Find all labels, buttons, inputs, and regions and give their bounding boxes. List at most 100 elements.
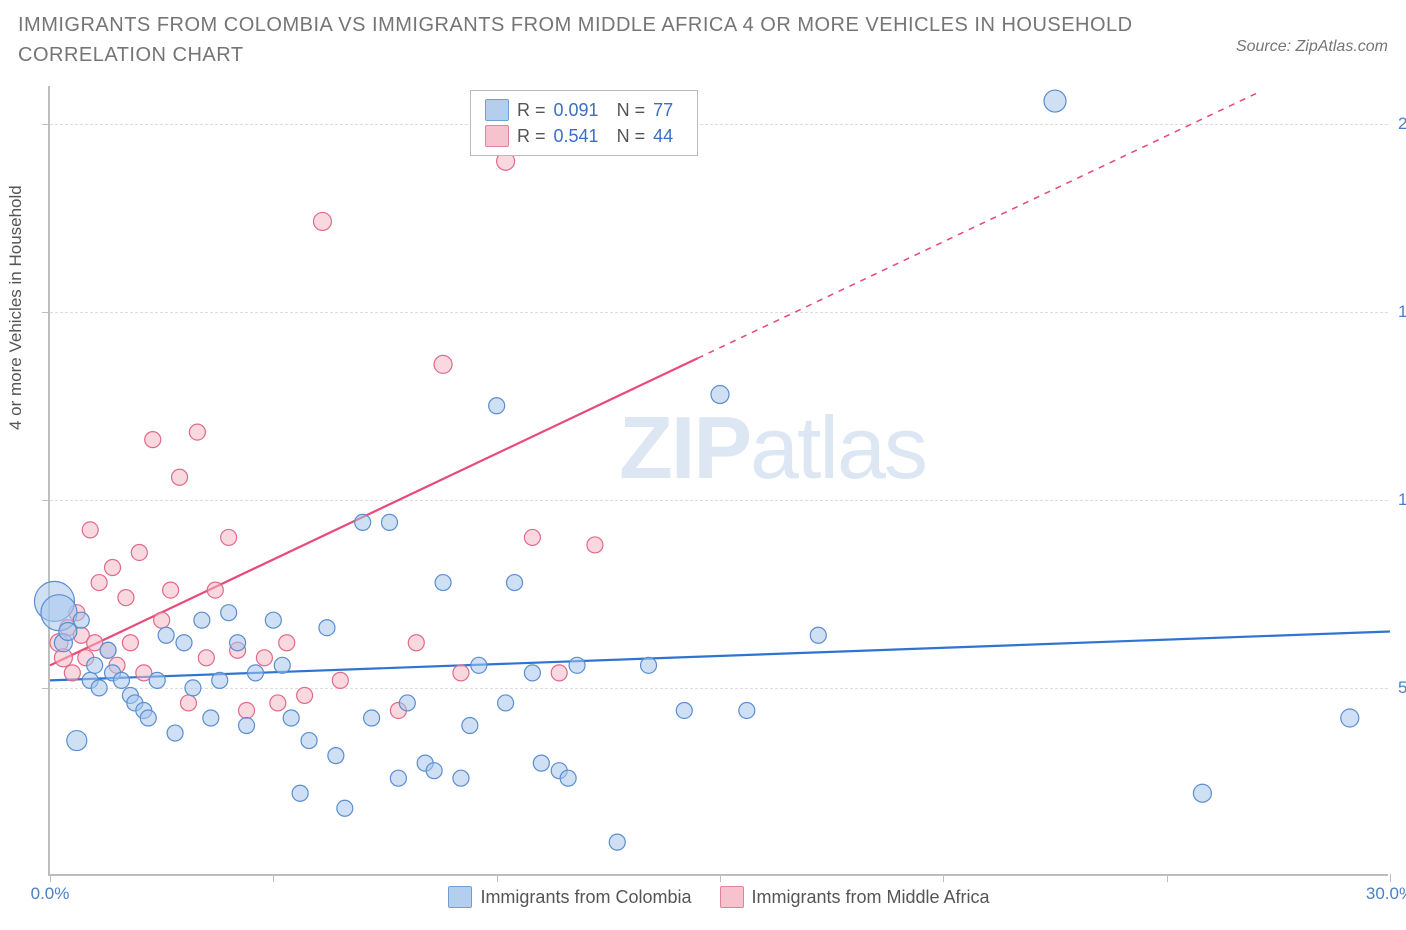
x-tick (497, 874, 498, 882)
n-label: N = (617, 126, 646, 147)
swatch-colombia (448, 886, 472, 908)
data-point (810, 627, 826, 643)
x-tick (273, 874, 274, 882)
data-point (435, 575, 451, 591)
data-point (221, 529, 237, 545)
data-point (221, 605, 237, 621)
y-tick-label: 10.0% (1398, 490, 1406, 510)
data-point (711, 385, 729, 403)
data-point (426, 763, 442, 779)
data-point (73, 612, 89, 628)
data-point (256, 650, 272, 666)
data-point (301, 733, 317, 749)
data-point (247, 665, 263, 681)
data-point (434, 355, 452, 373)
legend-label-colombia: Immigrants from Colombia (480, 887, 691, 908)
data-point (524, 529, 540, 545)
data-point (560, 770, 576, 786)
data-point (471, 657, 487, 673)
data-point (105, 560, 121, 576)
data-point (113, 672, 129, 688)
data-point (64, 665, 80, 681)
data-point (194, 612, 210, 628)
r-value-middle-africa: 0.541 (554, 126, 599, 147)
y-tick-label: 5.0% (1398, 678, 1406, 698)
source-attribution: Source: ZipAtlas.com (1236, 38, 1388, 56)
regression-line (698, 94, 1256, 359)
data-point (390, 770, 406, 786)
data-point (239, 702, 255, 718)
x-tick (720, 874, 721, 882)
x-tick (943, 874, 944, 882)
data-point (265, 612, 281, 628)
data-point (67, 731, 87, 751)
data-point (498, 695, 514, 711)
x-tick (1390, 874, 1391, 882)
data-point (167, 725, 183, 741)
data-point (131, 544, 147, 560)
data-point (355, 514, 371, 530)
swatch-colombia (485, 99, 509, 121)
data-point (332, 672, 348, 688)
data-point (337, 800, 353, 816)
data-point (408, 635, 424, 651)
data-point (163, 582, 179, 598)
data-point (154, 612, 170, 628)
data-point (489, 398, 505, 414)
data-point (239, 718, 255, 734)
data-point (198, 650, 214, 666)
regression-line (50, 358, 698, 665)
data-point (59, 622, 77, 640)
data-point (524, 665, 540, 681)
x-tick (50, 874, 51, 882)
data-point (739, 702, 755, 718)
y-tick (42, 312, 50, 313)
data-point (230, 635, 246, 651)
data-point (292, 785, 308, 801)
data-point (158, 627, 174, 643)
data-point (381, 514, 397, 530)
r-label: R = (517, 126, 546, 147)
data-point (569, 657, 585, 673)
r-label: R = (517, 100, 546, 121)
y-tick-label: 20.0% (1398, 114, 1406, 134)
series-legend: Immigrants from Colombia Immigrants from… (50, 886, 1388, 908)
data-point (203, 710, 219, 726)
data-point (533, 755, 549, 771)
data-point (399, 695, 415, 711)
y-tick (42, 688, 50, 689)
data-point (551, 665, 567, 681)
x-tick (1167, 874, 1168, 882)
data-point (189, 424, 205, 440)
chart-title: IMMIGRANTS FROM COLOMBIA VS IMMIGRANTS F… (18, 10, 1138, 70)
data-point (319, 620, 335, 636)
data-point (207, 582, 223, 598)
data-point (87, 657, 103, 673)
data-point (453, 665, 469, 681)
r-value-colombia: 0.091 (554, 100, 599, 121)
data-point (1044, 90, 1066, 112)
stats-row-colombia: R = 0.091 N = 77 (485, 97, 683, 123)
data-point (297, 687, 313, 703)
data-point (212, 672, 228, 688)
data-point (462, 718, 478, 734)
legend-label-middle-africa: Immigrants from Middle Africa (752, 887, 990, 908)
data-point (313, 212, 331, 230)
data-point (641, 657, 657, 673)
data-point (100, 642, 116, 658)
data-point (1193, 784, 1211, 802)
chart-svg (50, 86, 1388, 874)
legend-item-middle-africa: Immigrants from Middle Africa (720, 886, 990, 908)
y-axis-label: 4 or more Vehicles in Household (6, 185, 26, 430)
data-point (82, 522, 98, 538)
data-point (185, 680, 201, 696)
swatch-middle-africa (485, 125, 509, 147)
data-point (328, 748, 344, 764)
data-point (453, 770, 469, 786)
chart-plot-area: ZIPatlas 5.0%10.0%15.0%20.0% 0.0%30.0% R… (48, 86, 1388, 876)
data-point (91, 575, 107, 591)
data-point (364, 710, 380, 726)
data-point (180, 695, 196, 711)
data-point (149, 672, 165, 688)
stats-legend: R = 0.091 N = 77 R = 0.541 N = 44 (470, 90, 698, 156)
